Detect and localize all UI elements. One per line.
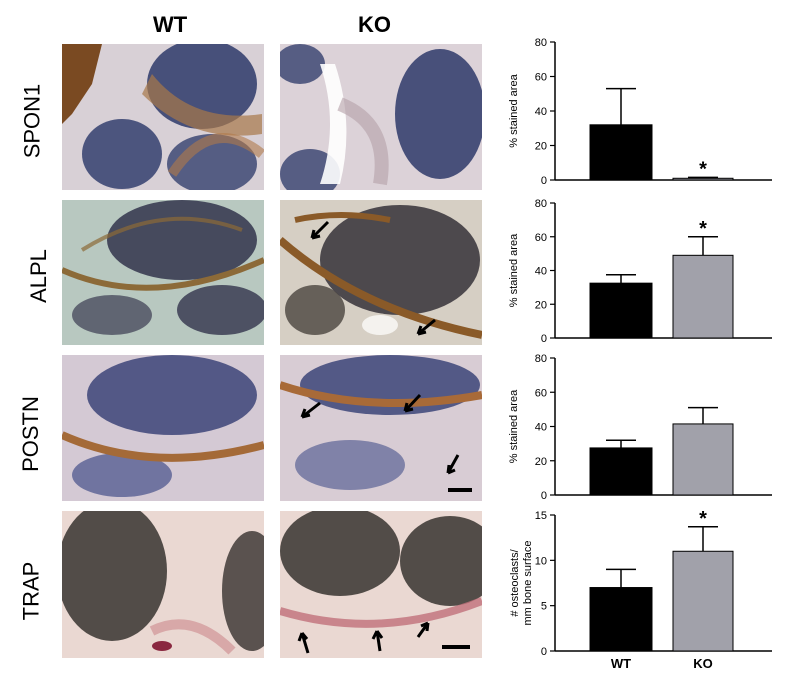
significance-marker: * <box>699 508 707 530</box>
y-axis-label: % stained area <box>508 233 520 307</box>
bar-ko <box>672 550 734 652</box>
y-tick-label: 60 <box>535 72 547 84</box>
bar-wt <box>589 124 653 181</box>
significance-marker: * <box>699 218 707 240</box>
y-tick-label: 80 <box>535 198 547 210</box>
arrow-icon <box>371 630 384 652</box>
y-tick-label: 15 <box>535 510 547 522</box>
arrow-icon <box>300 401 321 419</box>
y-axis-label: % stained area <box>508 73 520 147</box>
y-tick-label: 0 <box>541 333 547 345</box>
y-tick-label: 40 <box>535 106 547 118</box>
y-tick-label: 20 <box>535 299 547 311</box>
y-tick-label: 0 <box>541 490 547 502</box>
bar-wt <box>589 587 653 652</box>
arrow-icon <box>403 393 422 413</box>
arrow-icon <box>297 632 310 654</box>
column-header-ko: KO <box>358 12 391 37</box>
y-tick-label: 80 <box>535 353 547 365</box>
y-tick-label: 10 <box>535 555 547 567</box>
column-header-wt: WT <box>153 12 188 37</box>
y-axis-label-line: mm bone surface <box>522 541 534 626</box>
scale-bar <box>448 488 472 492</box>
micrograph-spon1-wt <box>62 44 264 190</box>
x-tick-label: KO <box>693 656 713 671</box>
y-tick-label: 60 <box>535 387 547 399</box>
significance-marker: * <box>699 158 707 180</box>
micrograph-trap-ko <box>280 511 482 658</box>
micrograph-trap-wt <box>62 511 264 658</box>
y-tick-label: 40 <box>535 266 547 278</box>
micrograph-alpl-ko <box>280 200 482 345</box>
y-axis-label: % stained area <box>508 389 520 463</box>
y-tick-label: 40 <box>535 422 547 434</box>
y-tick-label: 0 <box>541 175 547 187</box>
y-tick-label: 60 <box>535 232 547 244</box>
y-tick-label: 20 <box>535 141 547 153</box>
y-tick-label: 80 <box>535 37 547 49</box>
micrograph-spon1-ko <box>280 44 482 190</box>
arrow-icon <box>416 621 430 638</box>
y-axis-label-line: # osteoclasts/ <box>509 548 521 616</box>
micrograph-alpl-wt <box>62 200 264 345</box>
bar-ko <box>672 254 734 339</box>
y-tick-label: 0 <box>541 646 547 658</box>
y-axis-label: # osteoclasts/mm bone surface <box>509 541 534 626</box>
scale-bar <box>442 645 470 649</box>
micrograph-postn-ko <box>280 355 482 501</box>
micrograph-postn-wt <box>62 355 264 501</box>
bar-wt <box>589 282 653 339</box>
y-tick-label: 5 <box>541 601 547 613</box>
bar-wt <box>589 447 653 496</box>
bar-ko <box>672 177 734 181</box>
arrow-icon <box>416 318 436 336</box>
bar-ko <box>672 423 734 496</box>
arrow-icon <box>310 220 330 240</box>
x-tick-label: WT <box>611 656 631 671</box>
y-tick-label: 20 <box>535 456 547 468</box>
arrow-icon <box>446 454 460 475</box>
